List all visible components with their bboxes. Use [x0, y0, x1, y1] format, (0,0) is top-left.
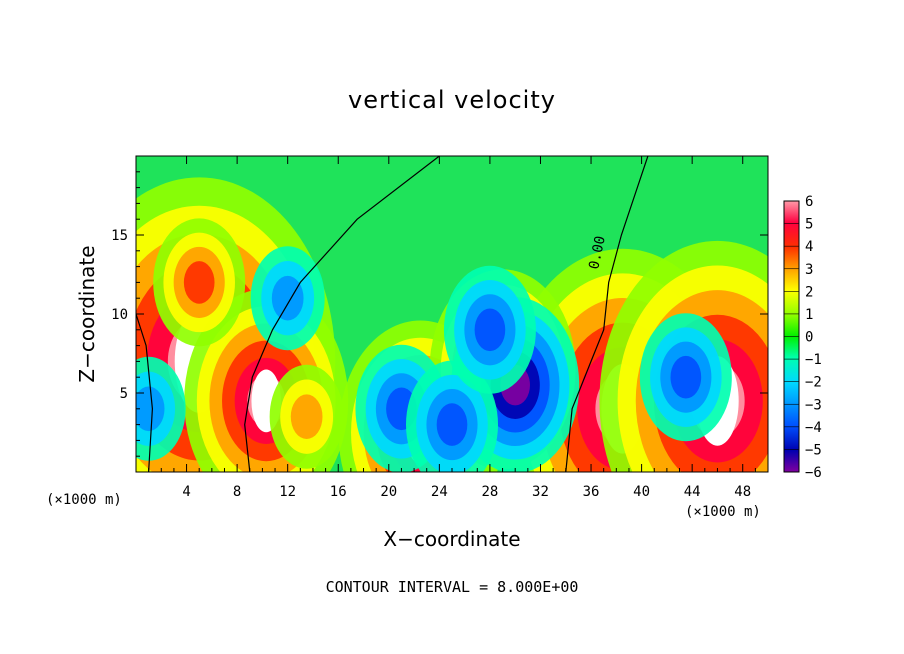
field-level	[271, 275, 304, 321]
colorbar-tick-label: −6	[805, 465, 822, 481]
field-feature-downdraft	[639, 313, 732, 442]
x-axis-title: X−coordinate	[383, 527, 520, 551]
zero-contour-line	[565, 156, 649, 472]
contour-interval-note: CONTOUR INTERVAL = 8.000E+00	[325, 578, 579, 596]
colorbar-tick-label: 3	[805, 262, 813, 278]
zero-contour-line	[244, 156, 440, 472]
y-axis-title: Z−coordinate	[75, 245, 99, 382]
colorbar-tick-label: 5	[805, 217, 813, 233]
field-feature-downdraft	[443, 265, 536, 394]
field-level	[436, 403, 468, 446]
field-level	[183, 261, 215, 304]
colorbar-tick-label: −4	[805, 420, 822, 436]
field-feature-updraft	[269, 364, 344, 469]
field-level	[290, 394, 323, 439]
colorbar-tick-label: 1	[805, 307, 813, 323]
colorbar-ticks: 6 5 4 3 2 1 0 −1 −2 −3 −4 −5 −6	[784, 194, 822, 481]
field-feature-updraft	[153, 218, 246, 347]
field-layer	[136, 177, 768, 472]
y-axis: 5 10 15	[111, 171, 768, 457]
y-tick-label: 5	[120, 386, 128, 402]
x-tick-label: 36	[583, 484, 600, 500]
colorbar-tick-label: −1	[805, 352, 822, 368]
field-level	[474, 308, 506, 352]
x-tick-label: 16	[330, 484, 347, 500]
chart-title: vertical velocity	[348, 86, 556, 114]
contour-value-label: 0.00	[586, 235, 609, 271]
contour-layer	[136, 156, 649, 472]
colorbar-tick-label: −2	[805, 375, 822, 391]
colorbar-tick-label: −5	[805, 442, 822, 458]
y-tick-label: 10	[111, 307, 128, 323]
y-tick-label: 15	[111, 228, 128, 244]
colorbar-tick-label: 6	[805, 194, 813, 210]
x-tick-label: 12	[279, 484, 296, 500]
x-tick-label: 32	[532, 484, 549, 500]
x-tick-label: 8	[233, 484, 241, 500]
colorbar-tick-label: 4	[805, 239, 813, 255]
x-unit-right: (×1000 m)	[685, 504, 761, 520]
field-level	[136, 386, 165, 432]
x-tick-label: 40	[633, 484, 650, 500]
x-tick-label: 20	[380, 484, 397, 500]
colorbar: 6 5 4 3 2 1 0 −1 −2 −3 −4 −5 −6	[783, 194, 822, 481]
x-unit-left: (×1000 m)	[46, 492, 122, 508]
x-axis: 4 8 12 16 20 24 28 32 36 40 44 48	[148, 156, 756, 500]
colorbar-tick-label: 0	[805, 330, 813, 346]
x-tick-label: 44	[684, 484, 701, 500]
field-level	[670, 355, 702, 399]
x-tick-label: 4	[182, 484, 190, 500]
field-feature-downdraft	[250, 246, 325, 351]
colorbar-tick-label: −3	[805, 397, 822, 413]
colorbar-tick-label: 2	[805, 284, 813, 300]
plot-area: 0.00	[135, 155, 769, 473]
field-feature-downdraft	[136, 356, 186, 461]
x-tick-label: 48	[734, 484, 751, 500]
x-tick-label: 24	[431, 484, 448, 500]
x-tick-label: 28	[481, 484, 498, 500]
zero-contour-line	[136, 313, 154, 472]
